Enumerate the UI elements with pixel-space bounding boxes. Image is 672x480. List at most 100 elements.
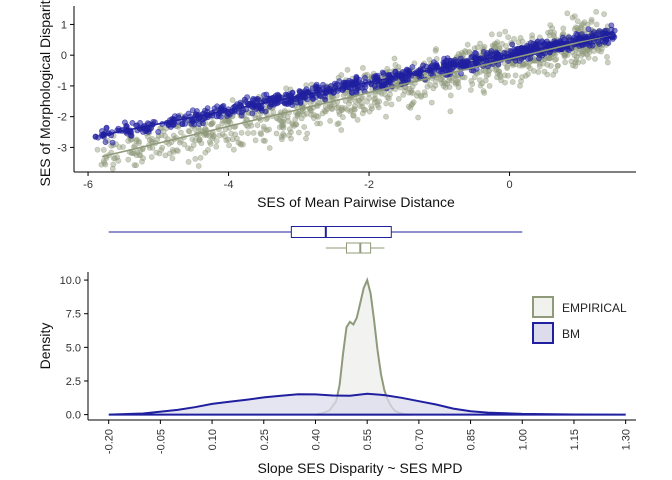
scatter-point: [336, 111, 343, 118]
density-axes: -0.20 -0.05 0.10 0.25 0.40 0.55 0.70 0.85 1.00 1.…: [60, 272, 636, 454]
scatter-point: [254, 122, 261, 129]
scatter-point: [510, 62, 516, 69]
scatter-point: [518, 78, 524, 85]
density-x-tick-label: 1.15: [569, 429, 581, 450]
scatter-point: [140, 128, 146, 135]
scatter-point: [92, 133, 99, 140]
scatter-point: [229, 136, 236, 143]
scatter-point: [442, 60, 449, 67]
boxplot-empirical: [325, 242, 385, 254]
density-y-tick-label: 2.5: [66, 376, 81, 388]
scatter-point: [415, 114, 421, 121]
scatter-point: [252, 137, 259, 144]
scatter-point: [297, 88, 303, 95]
scatter-point: [385, 95, 392, 102]
scatter-point: [409, 83, 416, 90]
density-x-tick-label: 0.40: [311, 429, 323, 450]
scatter-point: [469, 81, 476, 87]
scatter-point: [410, 99, 417, 105]
scatter-point: [527, 55, 534, 62]
scatter-point: [507, 48, 514, 54]
scatter-point: [209, 119, 216, 126]
scatter-point: [548, 63, 554, 69]
scatter-point: [604, 59, 611, 66]
scatter-point: [495, 68, 502, 75]
scatter-point: [185, 158, 192, 165]
scatter-point: [155, 128, 162, 135]
density-x-tick-label: -0.20: [104, 429, 116, 454]
scatter-point: [544, 71, 551, 78]
scatter-point: [481, 90, 488, 96]
scatter-point: [148, 138, 155, 145]
scatter-point: [601, 11, 607, 17]
scatter-point: [383, 100, 390, 107]
scatter-point: [519, 74, 525, 80]
density-y-tick-label: 0.0: [66, 410, 81, 422]
scatter-point: [176, 139, 183, 146]
scatter-point: [185, 127, 192, 134]
scatter-point: [588, 18, 595, 25]
scatter-point: [353, 75, 360, 82]
scatter-point: [131, 150, 138, 157]
scatter-point: [217, 113, 224, 120]
scatter-point: [264, 127, 270, 134]
scatter-point: [509, 79, 516, 85]
scatter-point: [224, 110, 231, 117]
scatter-point: [593, 21, 600, 28]
scatter-point: [344, 106, 351, 113]
scatter-point: [304, 130, 311, 137]
scatter-point: [286, 126, 293, 133]
scatter-point: [241, 96, 248, 103]
scatter-point: [313, 113, 320, 119]
scatter-x-tick-label: -4: [224, 179, 234, 191]
scatter-point: [426, 56, 433, 63]
scatter-point: [388, 101, 395, 108]
scatter-x-tick-label: -2: [364, 179, 374, 191]
scatter-point: [238, 109, 245, 116]
scatter-point: [468, 78, 475, 84]
scatter-point: [262, 108, 269, 115]
fit-lines: [101, 32, 616, 158]
scatter-point: [468, 54, 475, 61]
scatter-point: [381, 91, 388, 98]
scatter-point: [578, 24, 584, 31]
scatter-point: [575, 50, 582, 57]
density-y-tick-label: 7.5: [66, 309, 81, 321]
scatter-point: [295, 111, 302, 117]
scatter-point: [303, 135, 309, 142]
scatter-point: [216, 132, 223, 139]
scatter-point: [447, 92, 454, 99]
scatter-point: [125, 156, 132, 163]
scatter-point: [590, 48, 597, 54]
scatter-point: [371, 99, 378, 106]
scatter-point: [226, 142, 232, 149]
scatter-point: [314, 120, 320, 127]
scatter-point: [561, 53, 568, 60]
scatter-point: [173, 147, 180, 154]
scatter-x-axis-title: SES of Mean Pairwise Distance: [257, 194, 455, 210]
scatter-point: [331, 89, 337, 96]
scatter-point: [593, 8, 600, 15]
scatter-point: [477, 77, 483, 84]
scatter-point: [409, 64, 416, 70]
scatter-point: [335, 104, 342, 111]
scatter-point: [448, 77, 455, 84]
scatter-point: [453, 58, 460, 65]
scatter-point: [346, 77, 352, 84]
scatter-point: [175, 113, 182, 119]
density-x-tick-label: 0.70: [414, 429, 426, 450]
scatter-point: [400, 92, 407, 98]
scatter-point: [509, 41, 515, 48]
scatter-point: [578, 22, 585, 29]
scatter-point: [211, 105, 218, 112]
scatter-point: [128, 132, 135, 139]
scatter-point: [395, 96, 402, 102]
scatter-point: [192, 155, 199, 162]
scatter-point: [417, 92, 424, 99]
scatter-point: [195, 163, 202, 169]
scatter-point: [235, 139, 242, 146]
scatter-point: [248, 122, 255, 129]
scatter-point: [566, 47, 572, 53]
density-x-tick-label: 0.10: [207, 429, 219, 450]
scatter-point: [153, 149, 160, 156]
